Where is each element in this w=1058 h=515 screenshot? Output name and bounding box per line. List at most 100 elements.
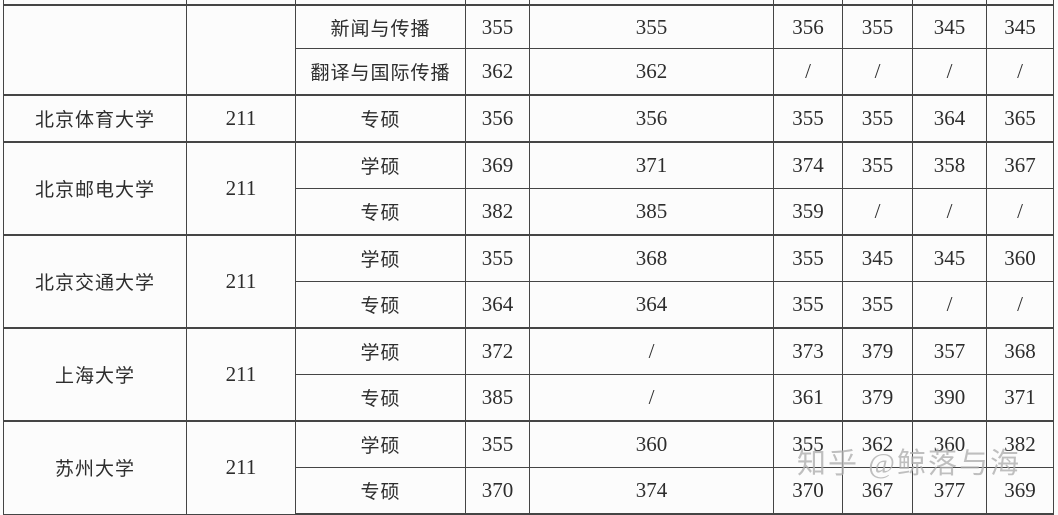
badge-211-cell: 211 <box>186 327 296 422</box>
score-cell: 390 <box>912 374 987 422</box>
score-cell: 370 <box>773 467 843 515</box>
score-cell: 345 <box>912 234 987 282</box>
table-row: 专硕 385 / 361 379 390 371 <box>4 374 1054 422</box>
score-cell: 371 <box>529 141 774 189</box>
table-row: 专硕 382 385 359 / / / <box>4 188 1054 236</box>
score-cell: 379 <box>842 327 913 375</box>
table-row: 北京交通大学 211 学硕 355 368 355 345 345 360 <box>3 234 1054 329</box>
score-cell: 355 <box>465 420 530 468</box>
program-type-cell: 专硕 <box>295 467 466 515</box>
table-row: 上海大学 211 学硕 372 / 373 379 357 368 <box>3 327 1054 422</box>
table-row: 翻译与国际传播 362 362 / / / / <box>4 48 1054 96</box>
score-cell: 345 <box>986 4 1054 49</box>
score-cell: 374 <box>773 141 843 189</box>
score-cell: 361 <box>773 374 843 422</box>
program-type-cell: 学硕 <box>295 141 466 189</box>
score-cell: 355 <box>773 94 843 143</box>
score-cell: 355 <box>842 281 913 329</box>
score-cell: 373 <box>773 327 843 375</box>
program-type-cell: 专硕 <box>295 94 466 143</box>
score-cell: / <box>529 327 774 375</box>
program-type-cell: 学硕 <box>295 327 466 375</box>
badge-211-cell: 211 <box>186 94 296 143</box>
university-cell: 北京体育大学 <box>3 94 187 143</box>
score-cell: 365 <box>986 94 1054 143</box>
table-row: 新闻与传播 355 355 356 355 345 345 <box>3 4 1054 96</box>
score-cell: 371 <box>986 374 1054 422</box>
score-cell: 355 <box>842 141 913 189</box>
score-cell: / <box>986 188 1054 236</box>
program-type-cell: 学硕 <box>295 234 466 282</box>
table-screenshot-canvas: 新闻与传播 355 355 356 355 345 345 翻译与国际传播 36… <box>3 0 1054 515</box>
badge-211-cell: 211 <box>186 234 296 329</box>
admission-scores-table: 新闻与传播 355 355 356 355 345 345 翻译与国际传播 36… <box>3 0 1054 515</box>
score-cell: 368 <box>986 327 1054 375</box>
score-cell: / <box>842 188 913 236</box>
university-cell-empty <box>3 4 187 96</box>
score-cell: 345 <box>842 234 913 282</box>
score-cell: 360 <box>912 420 987 468</box>
table-row: 北京体育大学 211 专硕 356 356 355 355 364 365 <box>3 94 1054 143</box>
score-cell: 356 <box>465 94 530 143</box>
score-cell: 369 <box>986 467 1054 515</box>
university-cell: 北京邮电大学 <box>3 141 187 236</box>
score-cell: 377 <box>912 467 987 515</box>
score-cell: 385 <box>465 374 530 422</box>
score-cell: 364 <box>465 281 530 329</box>
score-cell: 362 <box>465 48 530 96</box>
score-cell: 372 <box>465 327 530 375</box>
score-cell: 364 <box>529 281 774 329</box>
score-cell: / <box>529 374 774 422</box>
university-cell: 上海大学 <box>3 327 187 422</box>
score-cell: 369 <box>465 141 530 189</box>
program-type-cell: 学硕 <box>295 420 466 468</box>
score-cell: 356 <box>773 4 843 49</box>
program-type-cell: 翻译与国际传播 <box>295 48 466 96</box>
score-cell: / <box>912 48 987 96</box>
score-cell: 356 <box>529 94 774 143</box>
score-cell: 367 <box>986 141 1054 189</box>
score-cell: / <box>986 281 1054 329</box>
university-cell: 苏州大学 <box>3 420 187 515</box>
score-cell: 355 <box>842 4 913 49</box>
score-cell: 370 <box>465 467 530 515</box>
badge-211-cell: 211 <box>186 141 296 236</box>
score-cell: / <box>842 48 913 96</box>
score-cell: 360 <box>986 234 1054 282</box>
table-row: 苏州大学 211 学硕 355 360 355 362 360 382 <box>3 420 1054 515</box>
table-row: 专硕 364 364 355 355 / / <box>4 281 1054 329</box>
badge-211-cell: 211 <box>186 420 296 515</box>
score-cell: 385 <box>529 188 774 236</box>
table-row: 北京邮电大学 211 学硕 369 371 374 355 358 367 <box>3 141 1054 236</box>
score-cell: / <box>912 281 987 329</box>
score-cell: 355 <box>529 4 774 49</box>
score-cell: 355 <box>773 234 843 282</box>
score-cell: 362 <box>842 420 913 468</box>
score-cell: 364 <box>912 94 987 143</box>
score-cell: 379 <box>842 374 913 422</box>
score-cell: 362 <box>529 48 774 96</box>
program-type-cell: 专硕 <box>295 281 466 329</box>
score-cell: 358 <box>912 141 987 189</box>
university-cell: 北京交通大学 <box>3 234 187 329</box>
score-cell: 355 <box>842 94 913 143</box>
score-cell: 345 <box>912 4 987 49</box>
score-cell: / <box>773 48 843 96</box>
score-cell: 359 <box>773 188 843 236</box>
program-type-cell: 专硕 <box>295 374 466 422</box>
program-type-cell: 新闻与传播 <box>295 4 466 49</box>
score-cell: / <box>912 188 987 236</box>
score-cell: 382 <box>465 188 530 236</box>
score-cell: 367 <box>842 467 913 515</box>
score-cell: 355 <box>465 234 530 282</box>
score-cell: 355 <box>773 281 843 329</box>
program-type-cell: 专硕 <box>295 188 466 236</box>
badge-cell-empty <box>186 4 296 96</box>
score-cell: 355 <box>465 4 530 49</box>
score-cell: 357 <box>912 327 987 375</box>
score-cell: 368 <box>529 234 774 282</box>
score-cell: / <box>986 48 1054 96</box>
score-cell: 360 <box>529 420 774 468</box>
score-cell: 355 <box>773 420 843 468</box>
score-cell: 374 <box>529 467 774 515</box>
